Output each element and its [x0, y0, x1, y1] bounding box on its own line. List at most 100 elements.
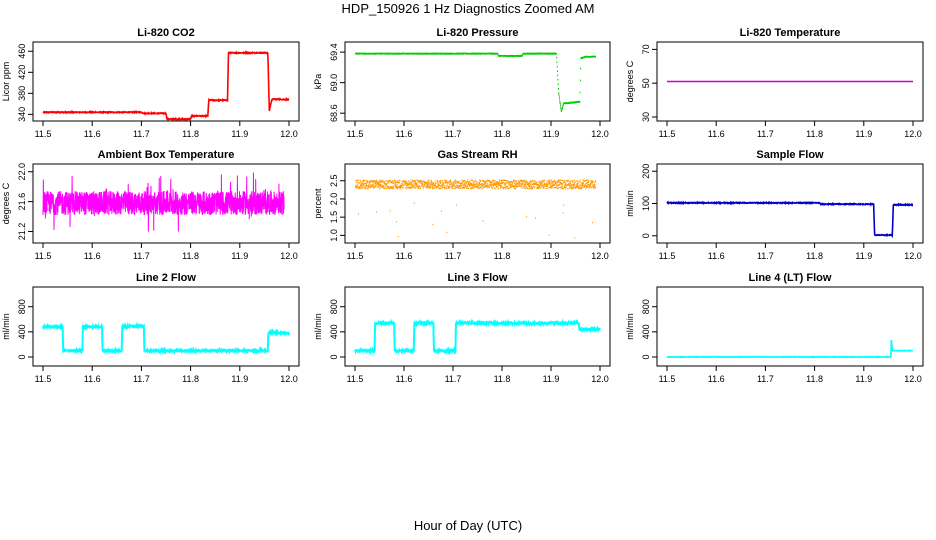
y-tick-label: 68.6: [329, 104, 339, 122]
y-tick-label: 400: [329, 324, 339, 339]
chart-title: Line 4 (LT) Flow: [749, 272, 832, 284]
y-tick-label: 70: [641, 44, 651, 54]
plot-frame: [32, 41, 300, 122]
plot-frame: [32, 286, 300, 367]
x-tick-label: 12.0: [591, 374, 609, 384]
chart-panel: Line 3 Flow ml/min 11.5 11.6 11.7 11.8 11.9 12.…: [313, 272, 611, 384]
data-group: [666, 339, 914, 359]
x-tick-label: 11.8: [494, 129, 511, 139]
x-tick-label: 12.0: [280, 251, 298, 261]
x-tick-label: 11.6: [84, 251, 101, 261]
x-tick-label: 11.7: [757, 129, 774, 139]
series-line: [42, 172, 285, 232]
x-tick-label: 11.5: [347, 374, 364, 384]
chart-title: Li-820 CO2: [137, 27, 194, 39]
x-tick-label: 11.9: [231, 129, 248, 139]
chart-panel: Li-820 Pressure kPa 11.5 11.6 11.7 11.8 11.9 12…: [313, 27, 611, 139]
y-tick-label: 30: [641, 112, 651, 122]
plot-frame: [32, 163, 300, 244]
chart-panel: Ambient Box Temperature degrees C 11.5 11.6…: [1, 149, 300, 261]
x-tick-label: 11.6: [708, 129, 725, 139]
y-tick-label: 1.5: [329, 211, 339, 224]
data-group: [355, 52, 597, 112]
x-tick-label: 11.8: [182, 129, 199, 139]
x-tick-label: 12.0: [904, 374, 922, 384]
x-tick-label: 11.5: [35, 129, 52, 139]
x-tick-label: 11.5: [347, 251, 364, 261]
x-tick-label: 11.5: [35, 251, 52, 261]
series-points: [355, 52, 597, 112]
x-tick-label: 12.0: [591, 251, 609, 261]
y-tick-label: 0: [641, 233, 651, 238]
y-axis-label: ml/min: [625, 190, 635, 217]
x-tick-label: 12.0: [904, 129, 922, 139]
y-tick-label: 380: [17, 86, 27, 101]
chart-panel: Li-820 CO2 Licor ppm 11.5 11.6 11.7 11.8 11.9 1…: [1, 27, 300, 139]
y-tick-label: 800: [329, 299, 339, 314]
x-tick-label: 11.9: [543, 251, 560, 261]
x-tick-label: 11.9: [231, 251, 248, 261]
x-tick-label: 11.5: [659, 251, 676, 261]
y-tick-label: 100: [641, 196, 651, 211]
y-tick-label: 2.5: [329, 174, 339, 187]
y-tick-label: 0: [17, 354, 27, 359]
x-tick-label: 11.8: [494, 251, 511, 261]
y-tick-label: 340: [17, 107, 27, 122]
x-tick-label: 11.6: [84, 374, 101, 384]
chart-panel: Li-820 Temperature degrees C 11.5 11.6 11.7 1…: [625, 27, 924, 139]
chart-title: Sample Flow: [756, 149, 824, 161]
data-group: [42, 172, 285, 232]
data-group: [355, 179, 597, 239]
chart-title: Ambient Box Temperature: [98, 149, 235, 161]
plot-frame: [656, 41, 924, 122]
x-tick-label: 12.0: [280, 374, 298, 384]
chart-panel: Line 4 (LT) Flow ml/min 11.5 11.6 11.7 11.8 11…: [625, 272, 924, 384]
y-axis-label: Licor ppm: [1, 62, 11, 102]
x-tick-label: 11.6: [396, 251, 413, 261]
y-tick-label: 460: [17, 44, 27, 59]
x-tick-label: 12.0: [591, 129, 609, 139]
y-tick-label: 420: [17, 65, 27, 80]
x-tick-label: 12.0: [280, 129, 298, 139]
series-line: [42, 50, 290, 121]
y-tick-label: 21.6: [17, 193, 27, 211]
y-tick-label: 400: [641, 324, 651, 339]
series-line: [666, 339, 914, 359]
data-group: [42, 321, 290, 356]
y-tick-label: 800: [17, 299, 27, 314]
y-tick-label: 0: [641, 354, 651, 359]
x-tick-label: 11.5: [347, 129, 364, 139]
data-group: [354, 318, 601, 356]
y-tick-label: 200: [641, 164, 651, 179]
x-tick-label: 11.9: [855, 374, 872, 384]
x-tick-label: 11.5: [35, 374, 52, 384]
x-tick-label: 11.7: [445, 374, 462, 384]
series-line: [666, 200, 914, 239]
series-line: [354, 318, 601, 356]
y-axis-label: degrees C: [625, 60, 635, 102]
x-tick-label: 11.7: [445, 251, 462, 261]
x-tick-label: 11.6: [708, 251, 725, 261]
chart-title: Line 3 Flow: [448, 272, 508, 284]
x-tick-label: 11.8: [182, 251, 199, 261]
chart-title: Line 2 Flow: [136, 272, 196, 284]
plot-frame: [344, 41, 611, 122]
x-tick-label: 11.6: [708, 374, 725, 384]
x-tick-label: 11.9: [231, 374, 248, 384]
data-group: [666, 200, 914, 239]
x-axis-label: Hour of Day (UTC): [413, 518, 523, 533]
x-tick-label: 11.9: [543, 129, 560, 139]
chart-title: Gas Stream RH: [437, 149, 517, 161]
x-tick-label: 11.8: [806, 251, 823, 261]
x-tick-label: 11.6: [396, 129, 413, 139]
chart-title: Li-820 Pressure: [437, 27, 519, 39]
y-tick-label: 21.2: [17, 223, 27, 241]
y-tick-label: 2.0: [329, 193, 339, 206]
series-points: [355, 179, 597, 239]
y-axis-label: ml/min: [625, 313, 635, 340]
x-tick-label: 11.5: [659, 129, 676, 139]
plot-frame: [656, 286, 924, 367]
x-tick-label: 12.0: [904, 251, 922, 261]
y-tick-label: 1.0: [329, 229, 339, 242]
